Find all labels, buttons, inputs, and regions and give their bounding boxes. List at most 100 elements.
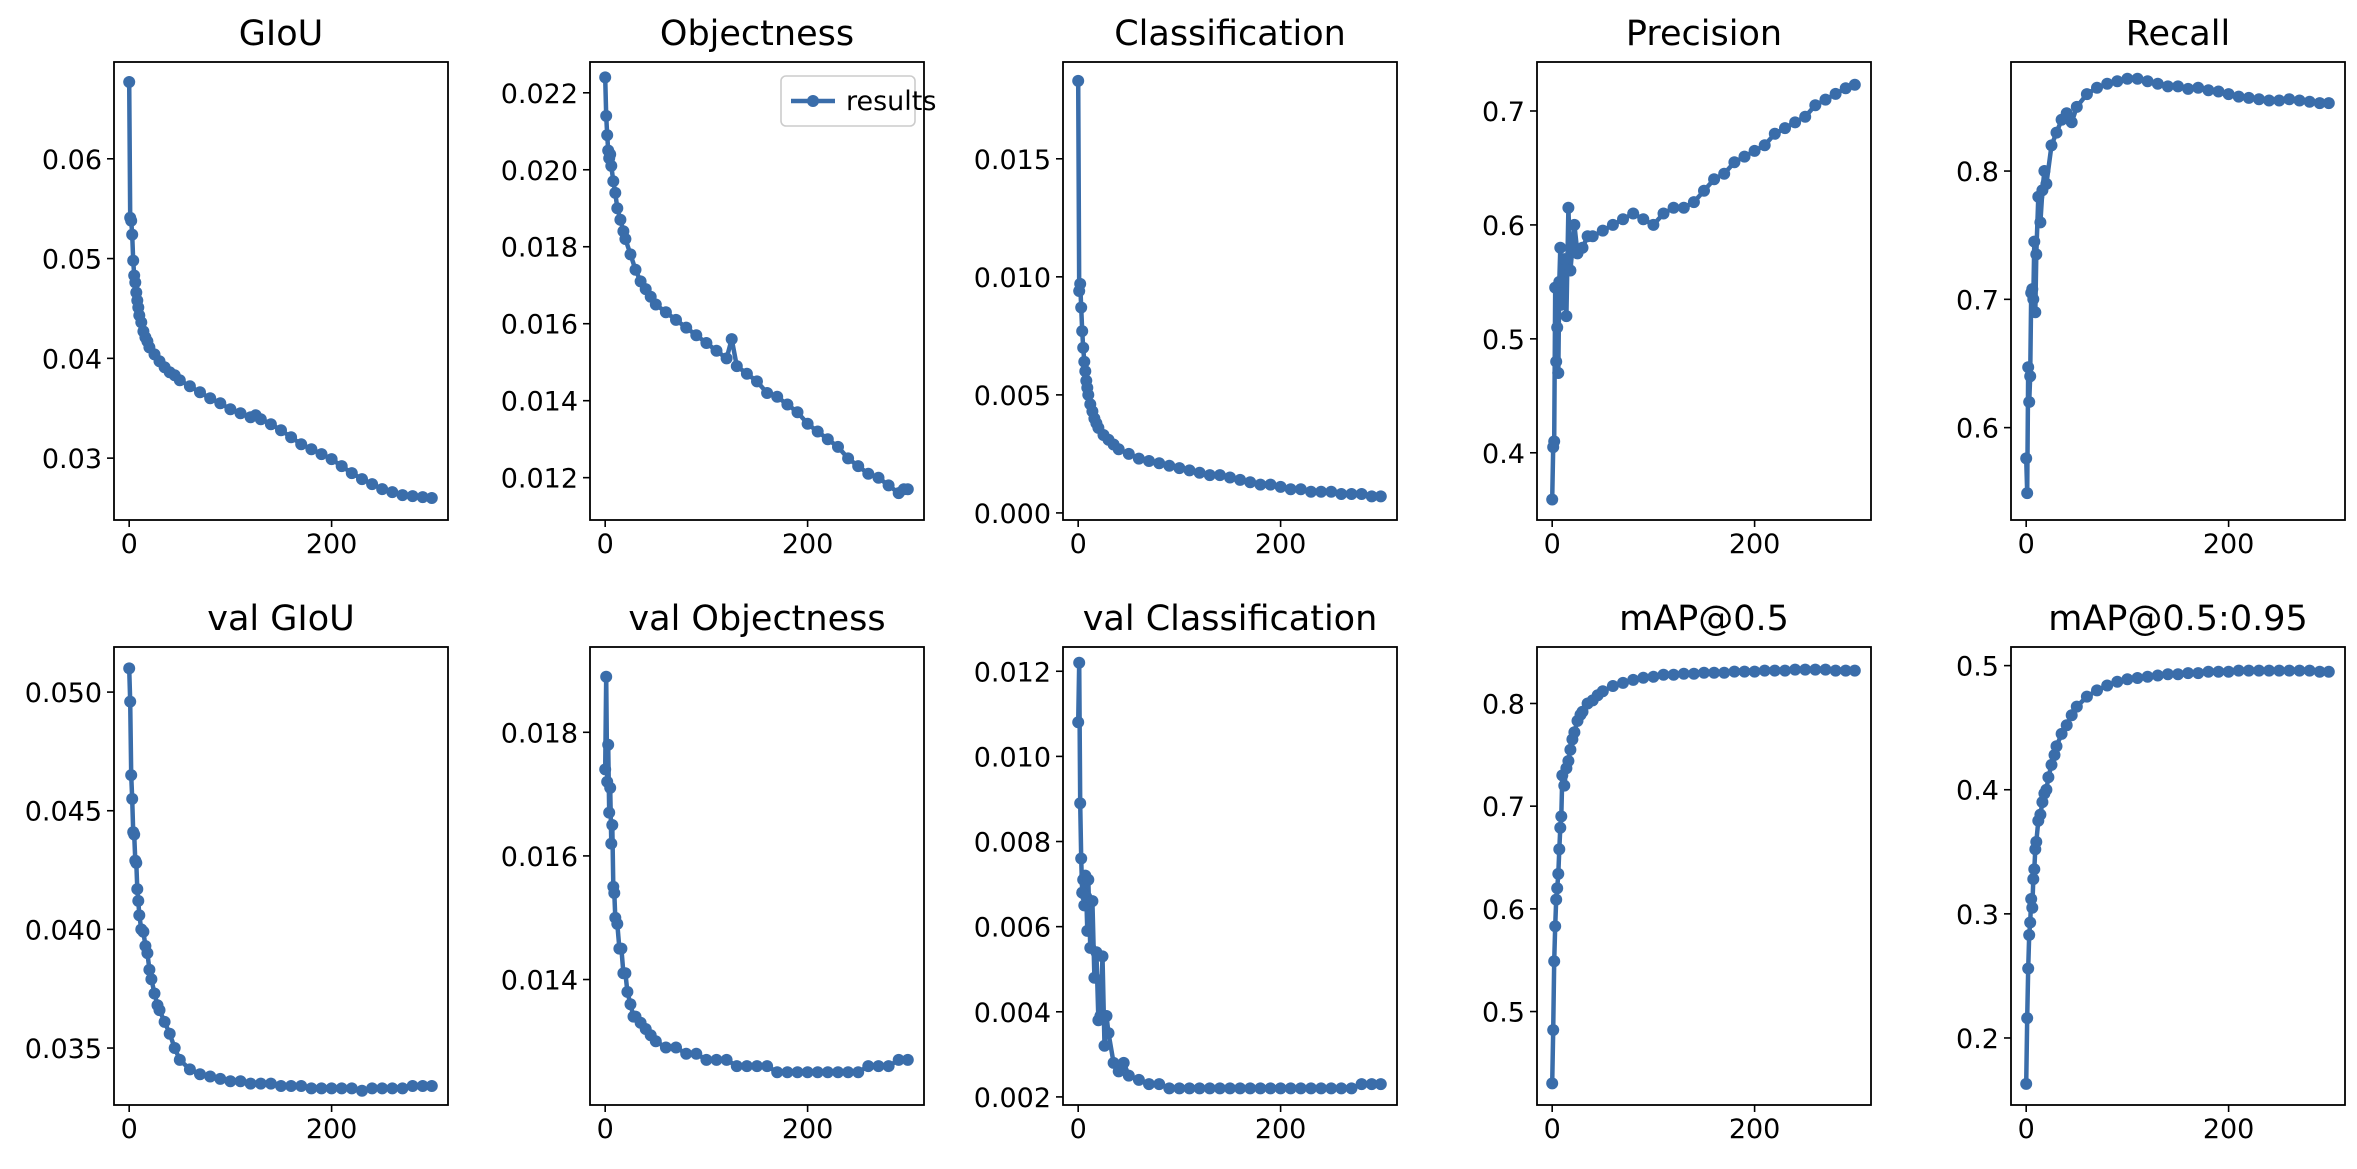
map-0-5-0-95-point	[2303, 664, 2316, 677]
map-0-5-0-95-point	[2293, 664, 2306, 677]
val-classification-point	[1132, 1073, 1145, 1086]
classification-panel: Classification 0 200 0.000 0.005 0.010 0.015	[974, 14, 1398, 560]
recall-point	[2111, 75, 2124, 88]
map-0-5-point	[1637, 671, 1650, 684]
map-0-5-point	[1548, 955, 1561, 968]
recall-point	[2101, 77, 2114, 90]
val-classification-point	[1082, 873, 1095, 886]
map-0-5-point	[1768, 664, 1781, 677]
objectness-point	[614, 213, 627, 226]
recall-ytick-label: 0.6	[1956, 414, 1999, 445]
val-objectness-point	[599, 763, 612, 776]
map-0-5-0-95-point	[2263, 664, 2276, 677]
precision-point	[1546, 493, 1559, 506]
map-0-5-0-95-point	[2322, 665, 2335, 678]
val-giou-point	[194, 1068, 206, 1081]
val-giou-point	[386, 1082, 399, 1095]
val-classification-point	[1315, 1082, 1328, 1095]
val-objectness-point	[821, 1066, 834, 1079]
val-classification-point	[1088, 971, 1101, 984]
recall-frame	[2010, 61, 2346, 521]
recall-point	[2028, 235, 2041, 248]
objectness-point	[710, 344, 723, 357]
val-objectness-point	[611, 917, 624, 930]
recall-point	[2080, 88, 2093, 101]
giou-point	[315, 448, 328, 461]
map-0-5-0-95-title: mAP@0.5:0.95	[2048, 599, 2308, 639]
classification-point	[1112, 443, 1125, 456]
map-0-5-0-95-frame	[2010, 646, 2346, 1106]
classification-point	[1365, 490, 1378, 503]
objectness-point	[700, 337, 713, 349]
val-objectness-point	[730, 1060, 743, 1073]
precision-point	[1606, 218, 1619, 231]
classification-title: Classification	[1114, 14, 1346, 54]
precision-point	[1657, 207, 1670, 220]
recall-ytick-label: 0.7	[1956, 285, 1999, 316]
recall-point	[2091, 81, 2103, 94]
precision-point	[1554, 241, 1567, 254]
precision-point	[1789, 116, 1802, 129]
val-giou-point	[124, 695, 137, 708]
val-classification-point	[1213, 1082, 1226, 1095]
precision-point	[1809, 99, 1822, 112]
classification-point	[1213, 469, 1226, 482]
map-0-5-0-95-point	[2025, 893, 2038, 905]
objectness-point	[600, 109, 613, 122]
recall-point	[2172, 80, 2184, 93]
map-0-5-0-95-point	[2242, 664, 2255, 677]
map-0-5-point	[1677, 667, 1690, 680]
legend-box	[780, 75, 916, 127]
giou-point	[345, 467, 358, 480]
val-giou-title: val GIoU	[207, 599, 355, 639]
objectness-point	[872, 471, 885, 484]
map-0-5-0-95-point	[2212, 665, 2225, 678]
val-giou-point	[131, 883, 144, 896]
recall-point	[2202, 84, 2215, 97]
map-0-5-point	[1555, 810, 1568, 823]
val-classification-point	[1100, 1010, 1113, 1022]
precision-point	[1617, 213, 1629, 226]
map-0-5-0-95-point	[2027, 873, 2040, 886]
val-classification-point	[1254, 1082, 1267, 1095]
map-0-5-0-95-point	[2026, 901, 2039, 914]
precision-point	[1556, 275, 1569, 288]
val-giou-point	[143, 963, 156, 976]
map-0-5-0-95-series-line	[2023, 668, 2332, 1087]
val-objectness-point	[811, 1066, 824, 1079]
recall-point	[2232, 90, 2245, 103]
precision-point	[1708, 173, 1721, 186]
precision-ytick-label: 0.5	[1482, 325, 1525, 356]
map-0-5-point	[1809, 663, 1822, 676]
recall-panel: Recall 0 200 0.6 0.7 0.8	[1956, 14, 2346, 560]
map-0-5-0-95-point	[2080, 690, 2093, 703]
val-giou-point	[406, 1080, 419, 1092]
map-0-5-0-95-point	[2034, 808, 2047, 821]
recall-point	[2283, 93, 2296, 106]
precision-point	[1637, 213, 1650, 226]
val-giou-point	[396, 1082, 409, 1095]
map-0-5-frame	[1536, 646, 1872, 1106]
val-classification-point	[1073, 656, 1086, 669]
objectness-point	[852, 460, 865, 473]
precision-point	[1627, 207, 1640, 220]
objectness-series-line	[602, 75, 911, 496]
val-objectness-point	[615, 942, 628, 955]
classification-point	[1224, 471, 1236, 484]
val-objectness-xtick-label: 0	[597, 1114, 614, 1145]
recall-point	[2030, 248, 2043, 261]
objectness-point	[740, 367, 753, 380]
recall-point	[2121, 72, 2134, 85]
val-classification-point	[1074, 797, 1087, 810]
val-objectness-point	[872, 1060, 885, 1073]
giou-point	[325, 453, 338, 466]
recall-point	[2045, 139, 2058, 152]
precision-point	[1596, 224, 1609, 237]
giou-point	[335, 460, 348, 473]
map-0-5-point	[1748, 665, 1761, 678]
map-0-5-0-95-point	[2091, 684, 2103, 697]
objectness-point	[670, 313, 682, 326]
objectness-title: Objectness	[660, 14, 854, 54]
map-0-5-point	[1667, 668, 1680, 681]
val-classification-point	[1305, 1082, 1317, 1095]
